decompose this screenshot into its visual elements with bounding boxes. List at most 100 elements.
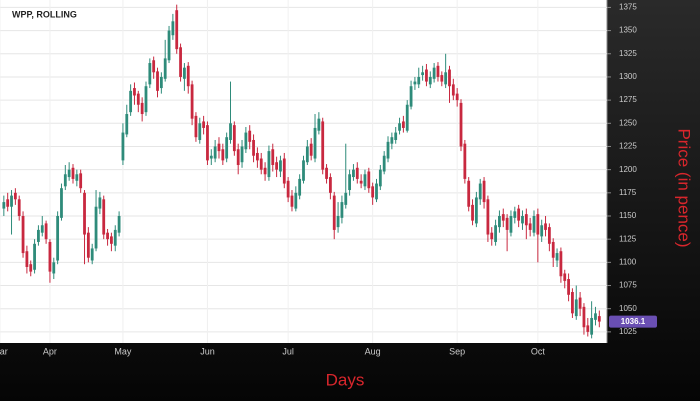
candle-body	[56, 215, 60, 261]
y-tick-label: 1075	[619, 281, 637, 290]
candle-body	[459, 102, 463, 147]
candle-body	[509, 215, 513, 233]
candle-body	[75, 174, 79, 181]
candle-body	[198, 123, 202, 140]
y-tick-label: 1025	[619, 327, 637, 336]
candle-body	[279, 160, 282, 172]
candle-body	[340, 202, 344, 218]
candle-body	[498, 215, 501, 228]
candle-body	[317, 118, 321, 131]
candle-body	[6, 199, 10, 207]
candle-body	[171, 21, 175, 36]
candle-body	[140, 102, 144, 115]
candle-body	[221, 149, 225, 161]
candle-body	[536, 214, 540, 235]
x-tick-label: Aug	[365, 346, 381, 356]
chart-title: WPP, ROLLING	[12, 9, 77, 19]
candle-body	[133, 88, 136, 96]
candle-body	[63, 174, 67, 187]
x-tick-label: Apr	[43, 346, 57, 356]
candle-body	[37, 229, 40, 242]
y-tick-label: 1200	[619, 165, 637, 174]
candle-body	[578, 297, 582, 309]
candle-body	[40, 225, 44, 233]
candle-body	[478, 183, 482, 200]
candle-body	[217, 143, 221, 152]
y-tick-label: 1325	[619, 49, 637, 58]
candle-body	[152, 60, 156, 73]
x-tick-label: May	[114, 346, 132, 356]
candle-body	[582, 306, 586, 328]
candle-body	[13, 192, 17, 200]
candle-body	[294, 192, 298, 209]
candle-body	[298, 178, 302, 196]
candle-body	[321, 121, 325, 170]
candle-body	[71, 167, 75, 179]
candle-body	[463, 143, 467, 179]
candle-body	[33, 243, 36, 270]
candle-body	[401, 121, 405, 128]
candle-body	[532, 215, 536, 233]
candle-body	[106, 232, 109, 240]
last-price-label: 1036.1	[621, 317, 646, 326]
candle-body	[448, 69, 451, 87]
candle-body	[94, 206, 98, 249]
candle-body	[490, 232, 494, 240]
candle-body	[67, 169, 71, 178]
candle-body	[428, 76, 432, 85]
candle-body	[348, 174, 352, 191]
candle-body	[202, 121, 206, 128]
candle-body	[179, 47, 182, 77]
candle-body	[236, 149, 240, 166]
candle-body	[555, 253, 559, 261]
candle-body	[586, 325, 590, 332]
candle-body	[136, 93, 140, 105]
candle-body	[21, 215, 25, 254]
candle-body	[367, 171, 371, 189]
x-tick-label: Sep	[449, 346, 465, 356]
y-tick-label: 1250	[619, 118, 637, 127]
candle-body	[344, 192, 348, 205]
candle-body	[156, 71, 159, 91]
candle-body	[259, 158, 263, 170]
candle-body	[167, 30, 171, 61]
y-tick-label: 1125	[619, 234, 637, 243]
candle-body	[405, 104, 409, 131]
candle-body	[286, 180, 290, 198]
candle-body	[52, 262, 56, 274]
candle-body	[474, 197, 478, 224]
candle-body	[232, 125, 236, 152]
candle-body	[302, 160, 305, 181]
candle-body	[398, 123, 401, 131]
candle-body	[597, 316, 601, 322]
y-axis-label: Price (in pence)	[675, 128, 694, 247]
candle-body	[355, 167, 359, 179]
candle-body	[163, 58, 167, 79]
candle-body	[209, 155, 213, 159]
candle-body	[540, 225, 544, 237]
y-tick-label: 1350	[619, 26, 637, 35]
candle-body	[521, 215, 524, 224]
y-tick-label: 1100	[619, 257, 637, 266]
candle-body	[102, 199, 106, 235]
candle-body	[10, 195, 13, 207]
candle-body	[325, 167, 328, 179]
candle-body	[524, 214, 528, 226]
candle-body	[2, 202, 6, 209]
y-tick-label: 1225	[619, 142, 637, 151]
candle-body	[159, 76, 163, 89]
candle-body	[206, 125, 209, 161]
candle-body	[501, 214, 505, 221]
candle-body	[375, 183, 378, 200]
candle-body	[417, 76, 421, 85]
candle-body	[275, 162, 279, 170]
candle-body	[125, 114, 129, 135]
candle-body	[244, 132, 248, 150]
candle-body	[378, 169, 382, 187]
candle-body	[98, 197, 102, 209]
candle-body	[332, 195, 336, 230]
candle-body	[471, 204, 474, 221]
candle-body	[394, 132, 398, 140]
